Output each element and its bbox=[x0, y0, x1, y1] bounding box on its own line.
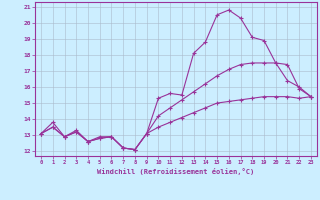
X-axis label: Windchill (Refroidissement éolien,°C): Windchill (Refroidissement éolien,°C) bbox=[97, 168, 255, 175]
